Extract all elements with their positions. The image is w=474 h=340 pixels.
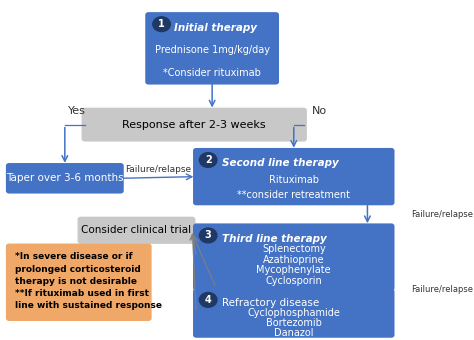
Text: Danazol: Danazol bbox=[274, 328, 313, 338]
Text: Response after 2-3 weeks: Response after 2-3 weeks bbox=[122, 120, 266, 130]
Text: Second line therapy: Second line therapy bbox=[222, 158, 339, 168]
Text: Mycophenylate: Mycophenylate bbox=[256, 265, 331, 275]
Text: Prednisone 1mg/kg/day: Prednisone 1mg/kg/day bbox=[155, 45, 270, 55]
Text: Failure/relapse: Failure/relapse bbox=[411, 210, 473, 219]
Text: line with sustained response: line with sustained response bbox=[15, 301, 162, 310]
Text: 1: 1 bbox=[158, 19, 165, 29]
Text: **If rituximab used in first: **If rituximab used in first bbox=[15, 289, 149, 298]
Text: Initial therapy: Initial therapy bbox=[174, 22, 257, 33]
Text: *In severe disease or if: *In severe disease or if bbox=[15, 252, 133, 261]
FancyBboxPatch shape bbox=[78, 217, 195, 244]
FancyBboxPatch shape bbox=[193, 289, 394, 338]
Text: Consider clinical trial: Consider clinical trial bbox=[82, 225, 191, 235]
Circle shape bbox=[200, 228, 217, 243]
Text: Refractory disease: Refractory disease bbox=[222, 298, 319, 308]
Text: No: No bbox=[312, 106, 327, 116]
Circle shape bbox=[153, 17, 170, 32]
Text: 3: 3 bbox=[205, 231, 211, 240]
Text: Bortezomib: Bortezomib bbox=[266, 318, 322, 328]
Text: Taper over 3-6 months: Taper over 3-6 months bbox=[6, 173, 124, 183]
FancyBboxPatch shape bbox=[6, 243, 152, 321]
Text: Azathioprine: Azathioprine bbox=[263, 255, 325, 265]
Text: 4: 4 bbox=[205, 295, 211, 305]
Text: Failure/relapse: Failure/relapse bbox=[411, 285, 473, 294]
Text: Failure/relapse: Failure/relapse bbox=[125, 165, 191, 174]
FancyBboxPatch shape bbox=[145, 12, 279, 85]
Text: Splenectomy: Splenectomy bbox=[262, 244, 326, 254]
Text: Third line therapy: Third line therapy bbox=[222, 234, 327, 244]
Text: Rituximab: Rituximab bbox=[269, 175, 319, 185]
Text: **consider retreatment: **consider retreatment bbox=[237, 190, 350, 200]
Text: Cyclosporin: Cyclosporin bbox=[265, 276, 322, 286]
FancyBboxPatch shape bbox=[193, 223, 394, 291]
Circle shape bbox=[200, 292, 217, 307]
Circle shape bbox=[200, 153, 217, 167]
FancyBboxPatch shape bbox=[6, 163, 124, 193]
FancyBboxPatch shape bbox=[82, 108, 307, 141]
Text: Yes: Yes bbox=[68, 106, 86, 116]
Text: Cyclophosphamide: Cyclophosphamide bbox=[247, 308, 340, 318]
Text: 2: 2 bbox=[205, 155, 211, 165]
Text: prolonged corticosteroid: prolonged corticosteroid bbox=[15, 265, 141, 273]
Text: *Consider rituximab: *Consider rituximab bbox=[163, 68, 261, 79]
FancyBboxPatch shape bbox=[193, 148, 394, 205]
Text: therapy is not desirable: therapy is not desirable bbox=[15, 276, 137, 286]
